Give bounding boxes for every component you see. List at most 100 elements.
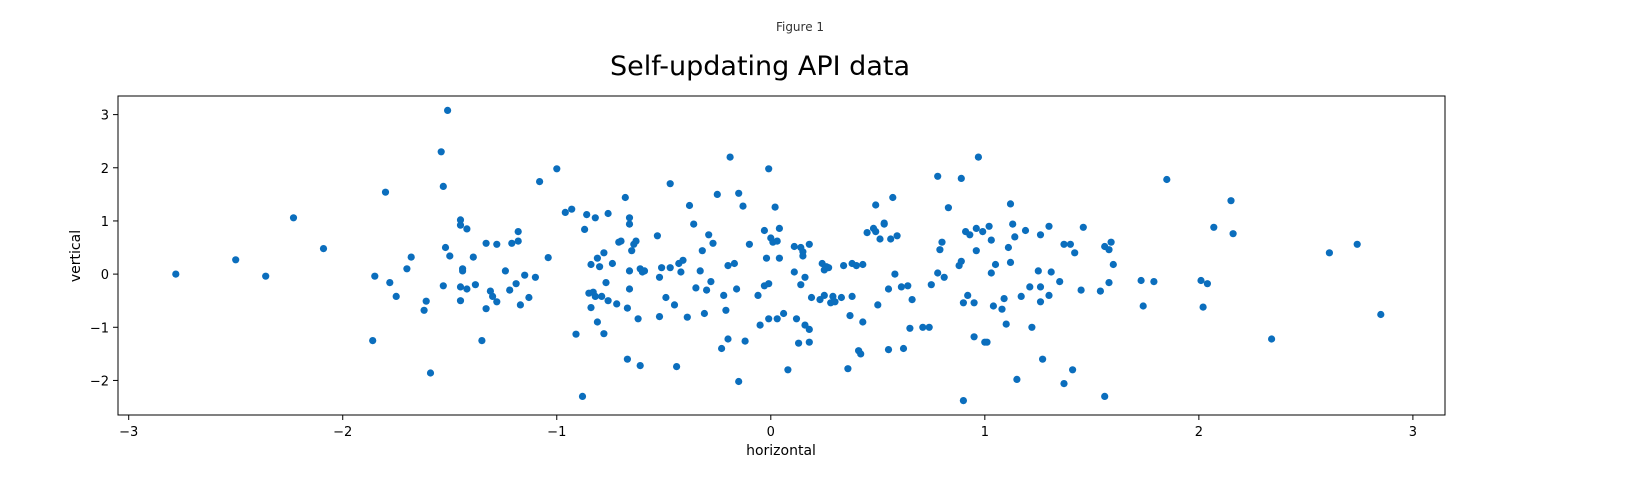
data-point [482, 305, 490, 313]
data-point [632, 237, 640, 245]
data-point [936, 246, 944, 254]
data-point [805, 240, 813, 248]
data-point [989, 302, 998, 310]
data-point [1009, 220, 1017, 228]
data-point [940, 273, 948, 281]
data-point [536, 178, 544, 186]
data-point [730, 259, 739, 268]
y-tick-label: −2 [90, 374, 109, 389]
data-point [1026, 283, 1034, 291]
data-point [745, 240, 754, 248]
data-point [724, 335, 732, 343]
data-point [919, 323, 927, 331]
data-point [463, 225, 471, 233]
data-point [792, 315, 801, 323]
data-point [506, 286, 514, 294]
data-point [512, 280, 520, 288]
data-point [844, 365, 852, 373]
data-point [709, 239, 717, 247]
data-point [799, 252, 807, 260]
data-point [820, 291, 828, 299]
data-point [784, 366, 792, 374]
data-point [698, 247, 706, 255]
data-point [880, 220, 888, 228]
data-point [319, 245, 328, 253]
data-point [623, 355, 632, 363]
data-point [403, 265, 411, 273]
data-point [985, 222, 993, 230]
data-point [733, 285, 741, 293]
data-point [568, 205, 576, 213]
data-point [1079, 223, 1087, 231]
data-point [713, 190, 721, 198]
data-point [1036, 283, 1045, 291]
data-point [1011, 233, 1019, 241]
data-point [561, 208, 569, 216]
data-point [596, 263, 604, 271]
data-point [1060, 380, 1068, 388]
data-point [640, 267, 649, 275]
data-point [232, 256, 240, 264]
data-point [790, 242, 798, 251]
data-point [621, 193, 629, 202]
chart-title: Self-updating API data [610, 51, 910, 82]
data-point [692, 284, 700, 292]
data-point [705, 231, 713, 239]
data-point [938, 238, 946, 246]
data-point [765, 280, 773, 288]
data-point [876, 235, 884, 243]
data-point [1047, 268, 1055, 276]
data-point [754, 291, 762, 299]
data-point [1163, 175, 1171, 184]
data-point [775, 224, 784, 232]
window-title: Figure 1 [775, 20, 825, 34]
data-point [831, 298, 839, 306]
data-point [970, 299, 978, 307]
x-tick-label: −1 [547, 425, 566, 440]
data-point [1006, 200, 1015, 208]
data-point [598, 292, 606, 300]
data-point [859, 318, 867, 326]
data-point [700, 309, 709, 318]
data-point [489, 292, 497, 300]
data-point [859, 260, 867, 269]
data-point [1056, 278, 1064, 286]
data-point [825, 264, 833, 272]
data-point [371, 272, 379, 280]
data-point [801, 273, 809, 281]
data-point [857, 350, 865, 358]
data-point [889, 193, 897, 202]
data-point [600, 249, 608, 257]
data-point [797, 281, 805, 289]
data-point [964, 291, 972, 299]
data-point [1105, 246, 1113, 254]
data-point [773, 237, 781, 245]
data-point [775, 254, 784, 262]
data-point [741, 337, 749, 345]
data-point [444, 106, 452, 114]
data-point [837, 293, 846, 302]
data-point [456, 283, 465, 291]
x-tick-label: −2 [333, 425, 352, 440]
data-point [608, 259, 617, 268]
data-point [1017, 292, 1025, 300]
x-axis: −3 −2 −1 0 1 2 3 [119, 415, 1417, 440]
data-point [591, 292, 599, 300]
data-point [1139, 302, 1147, 310]
data-point [482, 239, 490, 247]
plot-area-frame [117, 95, 1446, 416]
data-point [998, 305, 1006, 313]
data-point [459, 267, 467, 275]
data-point [677, 268, 685, 276]
data-point [478, 337, 486, 345]
data-point [666, 180, 674, 188]
data-point [679, 256, 687, 264]
data-point [829, 292, 837, 300]
data-point [544, 254, 552, 262]
data-point [593, 254, 602, 262]
data-point [756, 321, 764, 329]
data-point [1137, 276, 1145, 285]
data-point [471, 281, 479, 289]
data-point [1069, 366, 1077, 374]
data-point [718, 344, 726, 353]
